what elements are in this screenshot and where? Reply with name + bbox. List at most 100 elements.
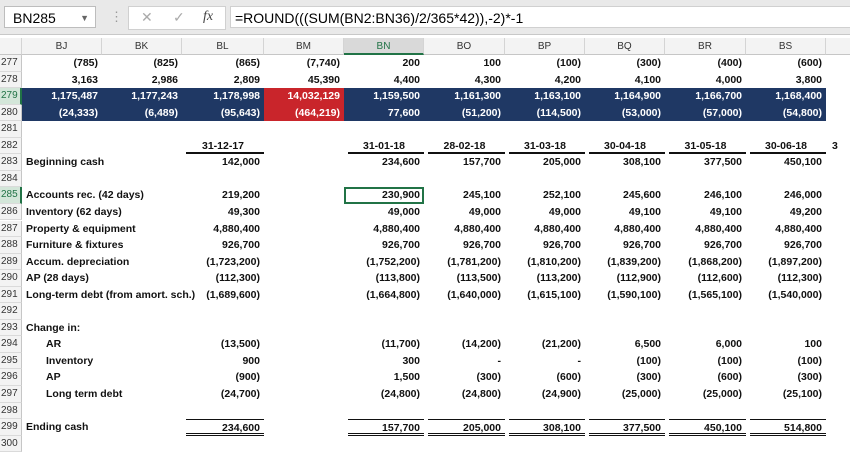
cell-BJ297[interactable]: [22, 386, 102, 403]
cell-BM299[interactable]: [268, 419, 344, 436]
cell-BN283[interactable]: 234,600: [382, 156, 420, 169]
cell-BO283[interactable]: 157,700: [463, 156, 501, 169]
cell-BP289[interactable]: (1,810,200): [527, 255, 581, 268]
cell-BM295[interactable]: [264, 353, 344, 370]
row-header-277[interactable]: 277: [0, 55, 22, 72]
cell-BL291[interactable]: (1,689,600): [206, 288, 260, 301]
cell-BL296[interactable]: (900): [235, 371, 260, 384]
cell-BQ290[interactable]: (112,900): [616, 272, 661, 285]
cell-BR277[interactable]: (400): [717, 57, 742, 69]
cell-BQ299[interactable]: 377,500: [589, 419, 665, 436]
cell-BL290[interactable]: (112,300): [215, 272, 260, 285]
cell-BS299[interactable]: 514,800: [750, 419, 826, 436]
cell-BP291[interactable]: (1,615,100): [527, 288, 581, 301]
cell-BS280[interactable]: (54,800): [746, 104, 826, 122]
row-header-293[interactable]: 293: [0, 319, 22, 337]
row-header-284[interactable]: 284: [0, 170, 22, 188]
cell-BJ280[interactable]: (24,333): [22, 104, 102, 122]
cell-BR279[interactable]: 1,166,700: [665, 88, 746, 105]
cell-BJ288[interactable]: [22, 237, 102, 254]
cell-BQ280[interactable]: (53,000): [585, 104, 665, 122]
cell-BM277[interactable]: (7,740): [306, 57, 340, 69]
column-header-BK[interactable]: BK: [102, 38, 182, 55]
cell-BN291[interactable]: (1,664,800): [366, 288, 420, 301]
cell-BM283[interactable]: [264, 154, 344, 171]
cell-BQ294[interactable]: 6,500: [634, 338, 661, 351]
cell-BO287[interactable]: 4,880,400: [454, 222, 501, 235]
cell-BS285[interactable]: 246,000: [784, 189, 822, 202]
cell-BK285[interactable]: [102, 187, 182, 204]
cell-BS286[interactable]: 49,200: [789, 205, 822, 218]
cell-BM278[interactable]: 45,390: [307, 73, 340, 86]
cell-BQ279[interactable]: 1,164,900: [585, 88, 665, 105]
cancel-icon[interactable]: ✕: [141, 9, 153, 25]
cell-BK279[interactable]: 1,177,243: [102, 88, 182, 105]
cell-BK286[interactable]: [102, 204, 182, 221]
row-header-298[interactable]: 298: [0, 402, 22, 420]
cell-BS290[interactable]: (112,300): [777, 272, 822, 285]
date-header[interactable]: [26, 138, 102, 155]
cell-BQ283[interactable]: 308,100: [623, 156, 661, 169]
cell-BO278[interactable]: 4,300: [474, 73, 501, 86]
cell-BS288[interactable]: 926,700: [784, 239, 822, 252]
cell-BP287[interactable]: 4,880,400: [534, 222, 581, 235]
cell-BO290[interactable]: (113,500): [456, 272, 501, 285]
column-header-BQ[interactable]: BQ: [585, 38, 665, 55]
cell-BO295[interactable]: -: [497, 354, 502, 367]
date-header[interactable]: 30-06-18: [750, 138, 826, 155]
column-header-BS[interactable]: BS: [746, 38, 826, 55]
cell-BR286[interactable]: 49,100: [709, 205, 742, 218]
cell-BL279[interactable]: 1,178,998: [182, 88, 264, 105]
row-header-291[interactable]: 291: [0, 286, 22, 304]
cell-BO294[interactable]: (14,200): [461, 338, 501, 351]
cell-BS289[interactable]: (1,897,200): [768, 255, 822, 268]
cell-BJ277[interactable]: (785): [73, 57, 98, 69]
enter-icon[interactable]: ✓: [173, 9, 185, 25]
cell-BJ295[interactable]: [22, 353, 102, 370]
cell-BL280[interactable]: (95,643): [182, 104, 264, 122]
column-header-BR[interactable]: BR: [665, 38, 746, 55]
cell-BN297[interactable]: (24,800): [380, 388, 420, 400]
cell-BJ287[interactable]: [22, 221, 102, 238]
row-header-296[interactable]: 296: [0, 369, 22, 386]
cell-BQ288[interactable]: 926,700: [623, 239, 661, 252]
row-header-295[interactable]: 295: [0, 352, 22, 370]
cell-BS294[interactable]: 100: [804, 338, 822, 351]
cell-BP288[interactable]: 926,700: [543, 239, 581, 252]
cell-BN289[interactable]: (1,752,200): [366, 255, 420, 268]
cell-BL285[interactable]: 219,200: [222, 189, 260, 202]
cell-BS283[interactable]: 450,100: [784, 156, 822, 169]
cell-BR290[interactable]: (112,600): [697, 272, 742, 285]
cell-BN294[interactable]: (11,700): [381, 338, 420, 351]
cell-BP278[interactable]: 4,200: [554, 73, 581, 86]
column-header-BO[interactable]: BO: [424, 38, 505, 55]
cell-BQ285[interactable]: 245,600: [623, 189, 661, 202]
cell-BO286[interactable]: 49,000: [468, 205, 501, 218]
cell-BJ285[interactable]: [22, 187, 102, 204]
cell-BJ279[interactable]: 1,175,487: [22, 88, 102, 105]
cell-BP296[interactable]: (600): [556, 371, 581, 384]
cell-BM280[interactable]: (464,219): [264, 104, 344, 122]
row-header-281[interactable]: 281: [0, 121, 22, 138]
cell-BK299[interactable]: [106, 419, 182, 436]
cell-BL295[interactable]: 900: [242, 354, 260, 367]
cell-BK295[interactable]: [102, 353, 182, 370]
date-header[interactable]: 31-03-18: [509, 138, 585, 155]
cell-BQ297[interactable]: (25,000): [621, 388, 661, 400]
cell-BO291[interactable]: (1,640,000): [447, 288, 501, 301]
cell-BQ278[interactable]: 4,100: [634, 73, 661, 86]
cell-BR289[interactable]: (1,868,200): [688, 255, 742, 268]
cell-BS296[interactable]: (300): [797, 371, 822, 384]
column-header-next[interactable]: [826, 38, 850, 55]
cell-BL288[interactable]: 926,700: [222, 239, 260, 252]
cell-BN287[interactable]: 4,880,400: [373, 222, 420, 235]
cell-BR294[interactable]: 6,000: [715, 338, 742, 351]
cell-BR278[interactable]: 4,000: [715, 73, 742, 86]
cell-BJ278[interactable]: 3,163: [71, 73, 98, 86]
cell-BN279[interactable]: 1,159,500: [344, 88, 424, 105]
cell-BN278[interactable]: 4,400: [393, 73, 420, 86]
cell-BO289[interactable]: (1,781,200): [447, 255, 501, 268]
cell-BP283[interactable]: 205,000: [543, 156, 581, 169]
cell-BM289[interactable]: [264, 254, 344, 271]
cell-BO288[interactable]: 926,700: [463, 239, 501, 252]
